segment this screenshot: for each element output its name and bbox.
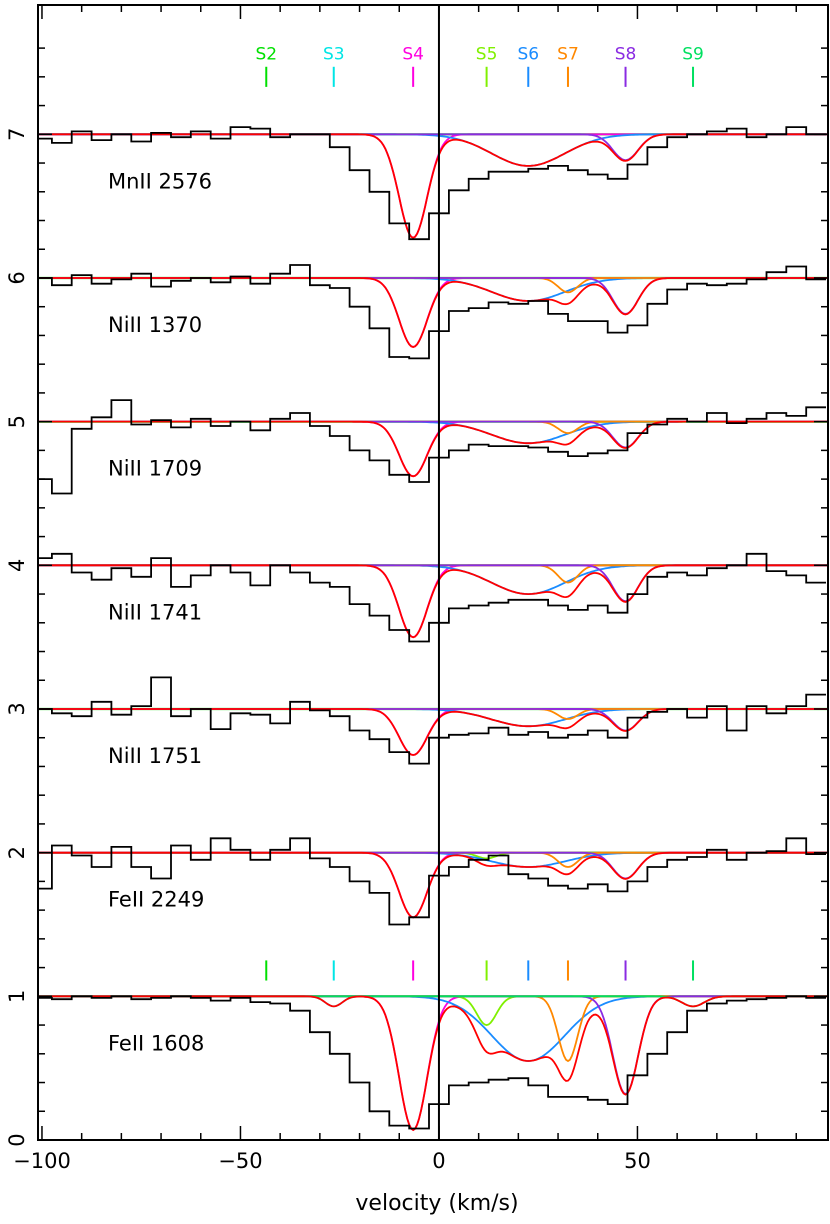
x-tick-label: 50: [624, 1149, 651, 1173]
component-label: S4: [402, 45, 424, 65]
fit-curves-layer: [38, 133, 828, 1132]
x-tick-label: −50: [218, 1149, 262, 1173]
component-label: S5: [476, 45, 498, 65]
total-fit-line: [38, 277, 828, 348]
component-label: S6: [517, 45, 539, 65]
transition-label: FeII 2249: [108, 888, 204, 912]
component-markers-layer: S2 S3 S4 S5 S6 S7 S8 S9: [255, 45, 704, 981]
transition-label: NiII 1751: [108, 744, 202, 768]
y-tick-label: 7: [5, 128, 29, 141]
spectrum-histogram: [38, 264, 826, 360]
total-fit-line: [38, 995, 828, 1132]
transition-label: NiII 1370: [108, 313, 202, 337]
spectrum-histogram: [38, 837, 826, 926]
component-label: S7: [557, 45, 579, 65]
x-tick-label: −100: [13, 1149, 71, 1173]
total-fit-line: [38, 708, 828, 756]
transition-label: NiII 1709: [108, 457, 202, 481]
x-axis-title: velocity (km/s): [355, 1191, 518, 1216]
spectrum-histogram: [38, 552, 826, 643]
y-tick-label: 3: [5, 702, 29, 715]
y-tick-label: 0: [5, 1133, 29, 1146]
transition-label: NiII 1741: [108, 600, 202, 624]
y-tick-label: 5: [5, 415, 29, 428]
total-fit-line: [38, 851, 828, 919]
spectrum-histogram: [38, 995, 826, 1130]
component-label: S3: [323, 45, 345, 65]
x-tick-label: 0: [432, 1149, 445, 1173]
y-tick-label: 6: [5, 271, 29, 284]
transition-labels-layer: MnII 2576 NiII 1370 NiII 1709 NiII 1741 NiII…: [108, 169, 212, 1055]
data-histogram-layer: [38, 126, 826, 1130]
component-label: S9: [682, 45, 704, 65]
y-tick-label: 4: [5, 559, 29, 572]
plot-frame: [37, 4, 829, 1141]
spectrum-histogram: [38, 676, 826, 765]
spectrum-histogram: [38, 126, 826, 241]
component-label: S2: [255, 45, 277, 65]
axes-layer: −100 −50 0 50 0 1 2 3 4 5 6 7: [5, 4, 829, 1173]
y-tick-label: 1: [5, 990, 29, 1003]
transition-label: MnII 2576: [108, 169, 212, 193]
y-tick-label: 2: [5, 846, 29, 859]
component-label: S8: [615, 45, 637, 65]
total-fit-line: [38, 564, 828, 639]
spectrum-histogram: [38, 399, 826, 495]
transition-label: FeII 1608: [108, 1031, 204, 1055]
